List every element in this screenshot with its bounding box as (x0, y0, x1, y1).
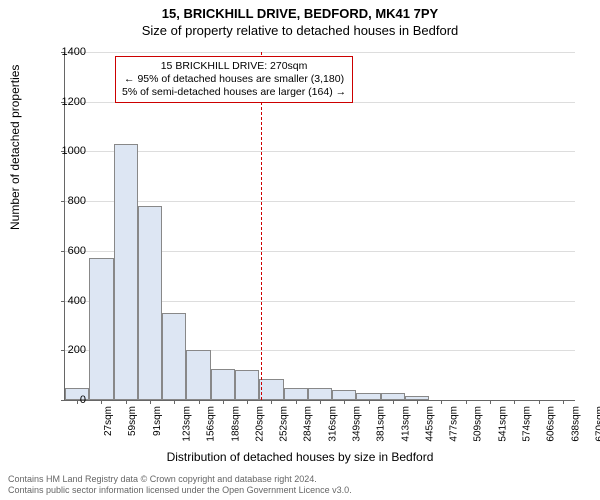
chart-container: 15, BRICKHILL DRIVE, BEDFORD, MK41 7PY S… (0, 0, 600, 500)
xtick-mark (271, 400, 272, 404)
xtick-label: 27sqm (103, 406, 114, 436)
callout-line: 15 BRICKHILL DRIVE: 270sqm (122, 60, 346, 73)
xtick-mark (466, 400, 467, 404)
ytick-label: 600 (56, 245, 86, 257)
ytick-label: 200 (56, 344, 86, 356)
histogram-bar (211, 369, 235, 400)
xtick-mark (563, 400, 564, 404)
xtick-label: 59sqm (127, 406, 138, 436)
histogram-bar (235, 370, 259, 400)
histogram-bar (186, 350, 210, 400)
xtick-mark (199, 400, 200, 404)
histogram-bar (138, 206, 162, 400)
ytick-label: 1200 (56, 96, 86, 108)
xtick-label: 509sqm (473, 406, 484, 442)
histogram-bar (308, 388, 332, 400)
xtick-mark (296, 400, 297, 404)
xtick-mark (539, 400, 540, 404)
xtick-mark (126, 400, 127, 404)
xtick-mark (101, 400, 102, 404)
xtick-label: 284sqm (303, 406, 314, 442)
grid-line (65, 151, 575, 152)
grid-line (65, 201, 575, 202)
footer-attribution: Contains HM Land Registry data © Crown c… (8, 474, 352, 496)
plot-area: 15 BRICKHILL DRIVE: 270sqm← 95% of detac… (64, 52, 575, 401)
histogram-bar (381, 393, 405, 400)
xtick-mark (441, 400, 442, 404)
xtick-label: 445sqm (424, 406, 435, 442)
xtick-label: 413sqm (400, 406, 411, 442)
histogram-bar (89, 258, 113, 400)
chart-title: 15, BRICKHILL DRIVE, BEDFORD, MK41 7PY (0, 0, 600, 21)
xtick-label: 91sqm (152, 406, 163, 436)
reference-line (261, 52, 262, 400)
footer-line-2: Contains public sector information licen… (8, 485, 352, 496)
xtick-label: 188sqm (230, 406, 241, 442)
x-axis-label: Distribution of detached houses by size … (0, 450, 600, 464)
y-axis-label: Number of detached properties (8, 65, 22, 230)
xtick-label: 252sqm (279, 406, 290, 442)
histogram-bar (259, 379, 283, 400)
histogram-bar (114, 144, 138, 400)
xtick-label: 606sqm (546, 406, 557, 442)
footer-line-1: Contains HM Land Registry data © Crown c… (8, 474, 352, 485)
xtick-label: 381sqm (376, 406, 387, 442)
xtick-mark (417, 400, 418, 404)
histogram-bar (332, 390, 356, 400)
xtick-mark (514, 400, 515, 404)
ytick-label: 1400 (56, 46, 86, 58)
xtick-label: 349sqm (352, 406, 363, 442)
ytick-label: 0 (56, 394, 86, 406)
xtick-label: 123sqm (182, 406, 193, 442)
histogram-bar (162, 313, 186, 400)
xtick-label: 477sqm (449, 406, 460, 442)
xtick-mark (247, 400, 248, 404)
xtick-mark (174, 400, 175, 404)
xtick-mark (223, 400, 224, 404)
grid-line (65, 52, 575, 53)
xtick-mark (320, 400, 321, 404)
chart-subtitle: Size of property relative to detached ho… (0, 21, 600, 38)
ytick-label: 800 (56, 195, 86, 207)
histogram-bar (284, 388, 308, 400)
xtick-mark (490, 400, 491, 404)
xtick-label: 670sqm (594, 406, 600, 442)
callout-box: 15 BRICKHILL DRIVE: 270sqm← 95% of detac… (115, 56, 353, 103)
xtick-mark (150, 400, 151, 404)
callout-line: ← 95% of detached houses are smaller (3,… (122, 73, 346, 86)
xtick-label: 316sqm (327, 406, 338, 442)
xtick-label: 574sqm (522, 406, 533, 442)
xtick-label: 220sqm (254, 406, 265, 442)
xtick-label: 541sqm (497, 406, 508, 442)
histogram-bar (356, 393, 380, 400)
ytick-label: 1000 (56, 145, 86, 157)
xtick-mark (344, 400, 345, 404)
xtick-label: 638sqm (570, 406, 581, 442)
xtick-mark (369, 400, 370, 404)
xtick-label: 156sqm (206, 406, 217, 442)
xtick-mark (393, 400, 394, 404)
callout-line: 5% of semi-detached houses are larger (1… (122, 86, 346, 99)
ytick-label: 400 (56, 295, 86, 307)
